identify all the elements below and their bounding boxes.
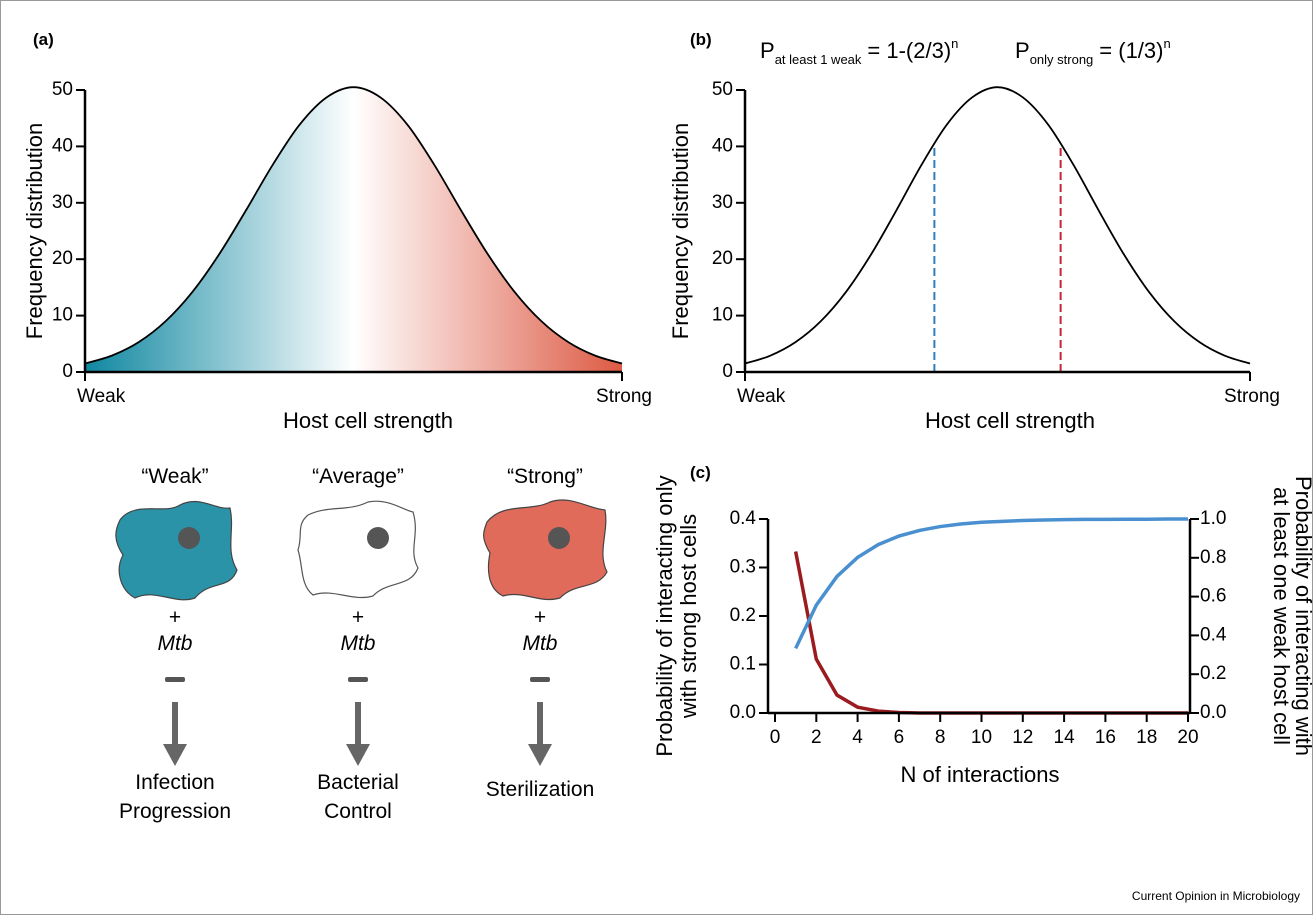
cell-strong [483, 499, 608, 600]
x-axis-label: Host cell strength [925, 408, 1095, 433]
x-tick-label: 12 [1012, 727, 1033, 748]
y-tick-label: 40 [712, 135, 733, 156]
dash [530, 677, 550, 682]
annotation-superscript: n [951, 36, 958, 51]
y-tick-label: 0.0 [730, 702, 756, 723]
annotation-subscript: only strong [1030, 52, 1094, 67]
y-tick-label: 30 [52, 192, 73, 213]
agent: Mtb [340, 632, 375, 655]
dash [165, 677, 185, 682]
y-tick-label: 0.1 [730, 654, 756, 675]
plus: + [352, 606, 364, 629]
y-axis-label: Frequency distribution [668, 123, 693, 339]
y2-tick-label: 0.6 [1200, 586, 1226, 607]
y2-tick-label: 0.4 [1200, 624, 1227, 645]
y2-tick-label: 0.0 [1200, 702, 1226, 723]
series-line [84, 86, 623, 365]
y-axis-label: Frequency distribution [22, 123, 47, 339]
panel-label: (b) [690, 30, 712, 49]
y-tick-label: 0.4 [730, 508, 757, 529]
y-tick-label: 20 [52, 248, 73, 269]
x-tick-label: Weak [77, 386, 126, 407]
outcome: Control [324, 800, 392, 823]
x-tick-label: Strong [1224, 386, 1280, 407]
plus: + [534, 606, 546, 629]
cell-diagram: “Weak” “Average” “Strong” + + + Mtb Mtb … [115, 465, 608, 823]
y-tick-label: 10 [712, 305, 733, 326]
nucleus [548, 527, 570, 549]
y2-tick-label: 1.0 [1200, 508, 1226, 529]
panel-label: (c) [690, 463, 711, 482]
x-axis-label: Host cell strength [283, 408, 453, 433]
annotation-base: P [760, 38, 775, 63]
plus: + [169, 606, 181, 629]
agent: Mtb [157, 632, 192, 655]
annotation-subscript: at least 1 weak [775, 52, 862, 67]
annotation: Ponly strong = (1/3)n [1015, 36, 1171, 67]
x-tick-label: Weak [737, 386, 786, 407]
x-tick-label: 6 [894, 727, 905, 748]
y-axis-label: Probability of interacting only [652, 475, 677, 756]
cell-label: “Average” [312, 465, 404, 488]
x-tick-label: 10 [971, 727, 992, 748]
y-tick-label: 50 [52, 79, 73, 100]
y-tick-label: 40 [52, 135, 73, 156]
agent: Mtb [522, 632, 557, 655]
panel-label: (a) [33, 30, 54, 49]
y2-axis-label: at least one weak host cell [1269, 487, 1294, 745]
y-tick-label: 0 [62, 361, 73, 382]
annotation-expression: = (1/3) [1099, 38, 1163, 63]
outcome: Infection [135, 771, 214, 794]
annotation-base: P [1015, 38, 1030, 63]
annotation-expression: = 1-(2/3) [867, 38, 951, 63]
cell-label: “Strong” [507, 465, 583, 488]
x-tick-label: Strong [596, 386, 652, 407]
cell-weak [115, 500, 238, 601]
y-tick-label: 0 [722, 361, 733, 382]
cell-average [297, 500, 419, 599]
y2-tick-label: 0.8 [1200, 547, 1226, 568]
y2-tick-label: 0.2 [1200, 663, 1226, 684]
outcome: Bacterial [317, 771, 399, 794]
x-tick-label: 4 [852, 727, 863, 748]
nucleus [367, 527, 389, 549]
dash [348, 677, 368, 682]
outcome: Progression [119, 800, 231, 823]
footer: Current Opinion in Microbiology [1132, 889, 1300, 903]
x-tick-label: 2 [811, 727, 822, 748]
y-tick-label: 10 [52, 305, 73, 326]
cell-label: “Weak” [141, 465, 208, 488]
annotation-superscript: n [1163, 36, 1170, 51]
nucleus [178, 527, 200, 549]
y-axis-label: with strong host cells [676, 514, 701, 719]
x-tick-label: 18 [1136, 727, 1157, 748]
x-tick-label: 14 [1054, 727, 1076, 748]
y-tick-label: 0.2 [730, 605, 756, 626]
y2-axis-label: Probability of interacting with [1291, 476, 1313, 756]
x-tick-label: 20 [1177, 727, 1198, 748]
arrows [163, 702, 552, 766]
area-fill [85, 87, 622, 373]
y-tick-label: 30 [712, 192, 733, 213]
annotation: Pat least 1 weak = 1-(2/3)n [760, 36, 958, 67]
x-tick-label: 8 [935, 727, 946, 748]
x-tick-label: 16 [1095, 727, 1116, 748]
outcome: Sterilization [486, 778, 595, 801]
series-line [794, 517, 1188, 650]
x-axis-label: N of interactions [901, 762, 1060, 787]
y-tick-label: 50 [712, 79, 733, 100]
series-line [744, 86, 1251, 365]
y-tick-label: 20 [712, 248, 733, 269]
y-tick-label: 0.3 [730, 557, 756, 578]
x-tick-label: 0 [770, 727, 781, 748]
